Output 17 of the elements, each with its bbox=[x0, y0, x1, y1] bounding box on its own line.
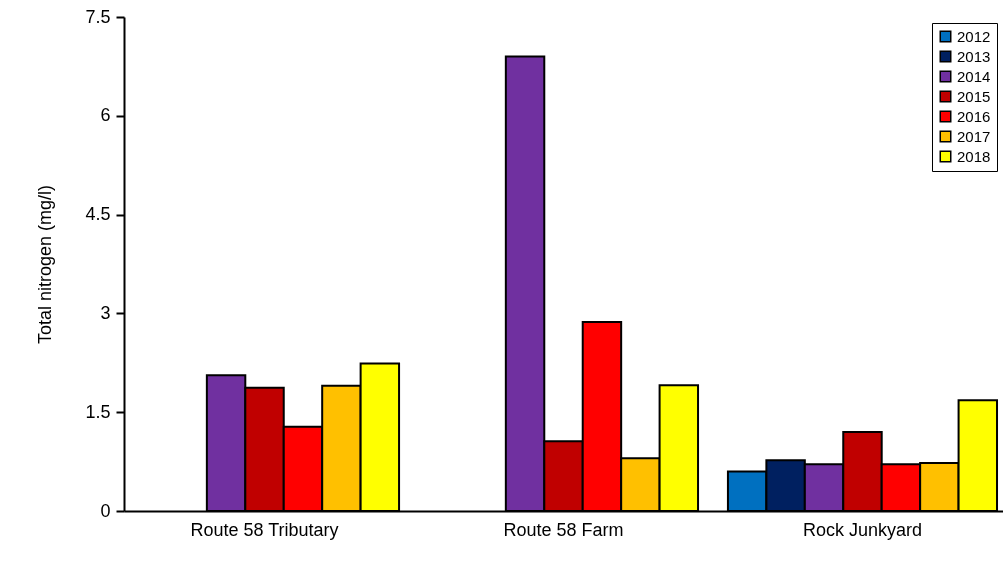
x-tick-label: Route 58 Tributary bbox=[190, 519, 339, 540]
y-tick-label: 3 bbox=[100, 302, 111, 323]
legend-label: 2018 bbox=[957, 147, 991, 165]
y-tick-label: 7.5 bbox=[85, 6, 111, 27]
y-tick-label: 6 bbox=[100, 105, 111, 126]
y-tick-label: 0 bbox=[100, 500, 111, 521]
legend-label: 2016 bbox=[957, 107, 991, 125]
legend-label: 2013 bbox=[957, 47, 991, 65]
legend-label: 2012 bbox=[957, 27, 991, 45]
legend-label: 2015 bbox=[957, 87, 991, 105]
y-tick-label: 1.5 bbox=[85, 401, 111, 422]
x-tick-label: Route 58 Farm bbox=[503, 519, 624, 540]
legend-label: 2014 bbox=[957, 67, 991, 85]
y-axis-title: Total nitrogen (mg/l) bbox=[35, 184, 56, 345]
x-tick-label: Rock Junkyard bbox=[802, 519, 923, 540]
legend-label: 2017 bbox=[957, 127, 991, 145]
y-tick-label: 4.5 bbox=[85, 204, 111, 225]
